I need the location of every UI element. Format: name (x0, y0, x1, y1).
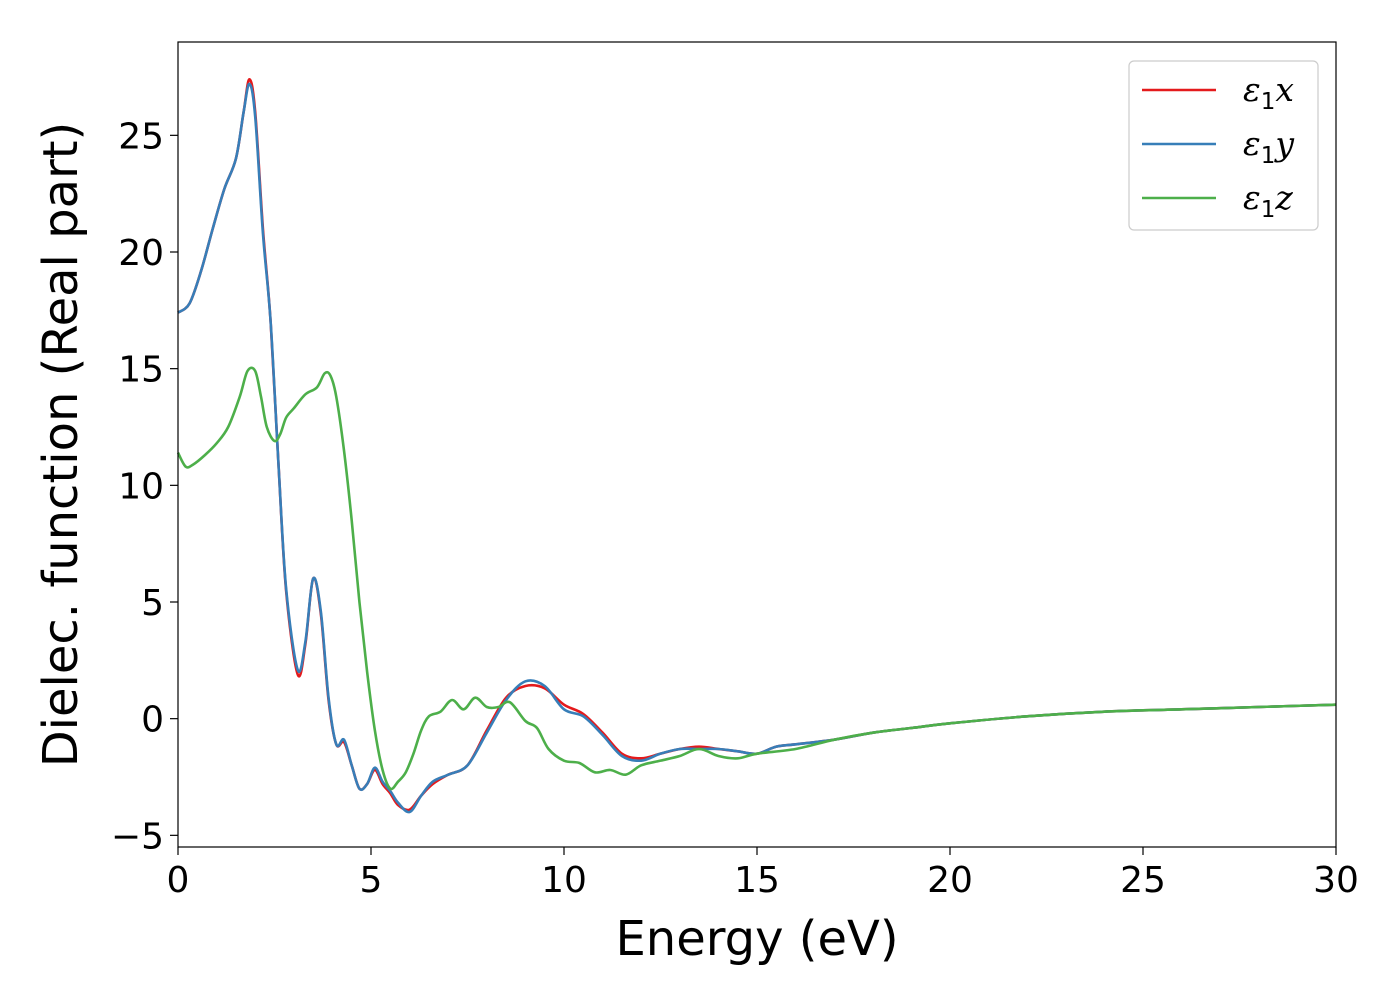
x-tick-label: 10 (541, 860, 587, 901)
series-layer (176, 78, 1337, 814)
y-tick-label: 25 (118, 116, 164, 157)
x-tick-label: 30 (1313, 860, 1359, 901)
series-line-z (176, 366, 1337, 791)
x-tick-label: 0 (167, 860, 190, 901)
x-tick-label: 25 (1120, 860, 1166, 901)
x-axis-ticks: 0 5 10 15 20 25 30 (167, 847, 1359, 901)
y-tick-label: 15 (118, 350, 164, 391)
x-axis-label: Energy (eV) (615, 911, 898, 967)
y-tick-label: 5 (141, 583, 164, 624)
y-axis-label: Dielec. function (Real part) (33, 122, 89, 768)
x-tick-label: 15 (734, 860, 780, 901)
y-tick-label: 0 (141, 700, 164, 741)
series-line-y (177, 82, 1337, 814)
x-tick-label: 5 (360, 860, 383, 901)
x-tick-label: 20 (927, 860, 973, 901)
y-tick-label: 10 (118, 466, 164, 507)
y-axis-ticks: −5 0 5 10 15 20 25 (111, 116, 178, 857)
legend-box (1128, 60, 1319, 231)
y-tick-label: 20 (118, 233, 164, 274)
y-tick-label: −5 (111, 816, 164, 857)
